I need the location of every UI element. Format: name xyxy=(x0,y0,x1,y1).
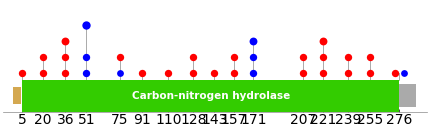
Point xyxy=(344,72,351,74)
Point xyxy=(250,40,257,42)
Point xyxy=(300,72,307,74)
Point xyxy=(250,72,257,74)
Point xyxy=(83,55,90,58)
Point xyxy=(62,40,69,42)
Point xyxy=(400,72,407,74)
Point xyxy=(230,55,237,58)
Point xyxy=(83,72,90,74)
Point xyxy=(319,55,326,58)
Point xyxy=(392,72,399,74)
Bar xyxy=(22,80,399,112)
Point xyxy=(116,55,123,58)
Point xyxy=(230,72,237,74)
Bar xyxy=(12,87,21,104)
Point xyxy=(367,72,374,74)
Text: Carbon-nitrogen hydrolase: Carbon-nitrogen hydrolase xyxy=(132,91,290,101)
Point xyxy=(344,55,351,58)
Point xyxy=(319,72,326,74)
Point xyxy=(319,40,326,42)
Point xyxy=(367,55,374,58)
Point xyxy=(190,55,197,58)
Point xyxy=(138,72,145,74)
Point xyxy=(250,55,257,58)
Point xyxy=(165,72,172,74)
Point xyxy=(62,55,69,58)
Point xyxy=(62,72,69,74)
Point xyxy=(300,55,307,58)
Point xyxy=(116,72,123,74)
Point xyxy=(40,72,46,74)
Point xyxy=(190,72,197,74)
Point xyxy=(211,72,218,74)
Bar xyxy=(399,84,416,107)
Point xyxy=(40,55,46,58)
Point xyxy=(83,23,90,26)
Point xyxy=(19,72,26,74)
